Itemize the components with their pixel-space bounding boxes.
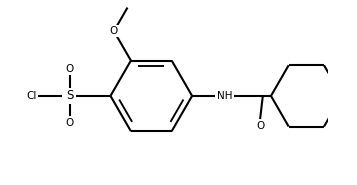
Text: Cl: Cl: [26, 91, 37, 101]
Text: S: S: [66, 89, 74, 102]
Text: NH: NH: [217, 91, 232, 101]
Text: O: O: [110, 26, 118, 36]
Text: O: O: [66, 118, 74, 128]
Text: O: O: [66, 64, 74, 74]
Text: O: O: [256, 121, 264, 131]
